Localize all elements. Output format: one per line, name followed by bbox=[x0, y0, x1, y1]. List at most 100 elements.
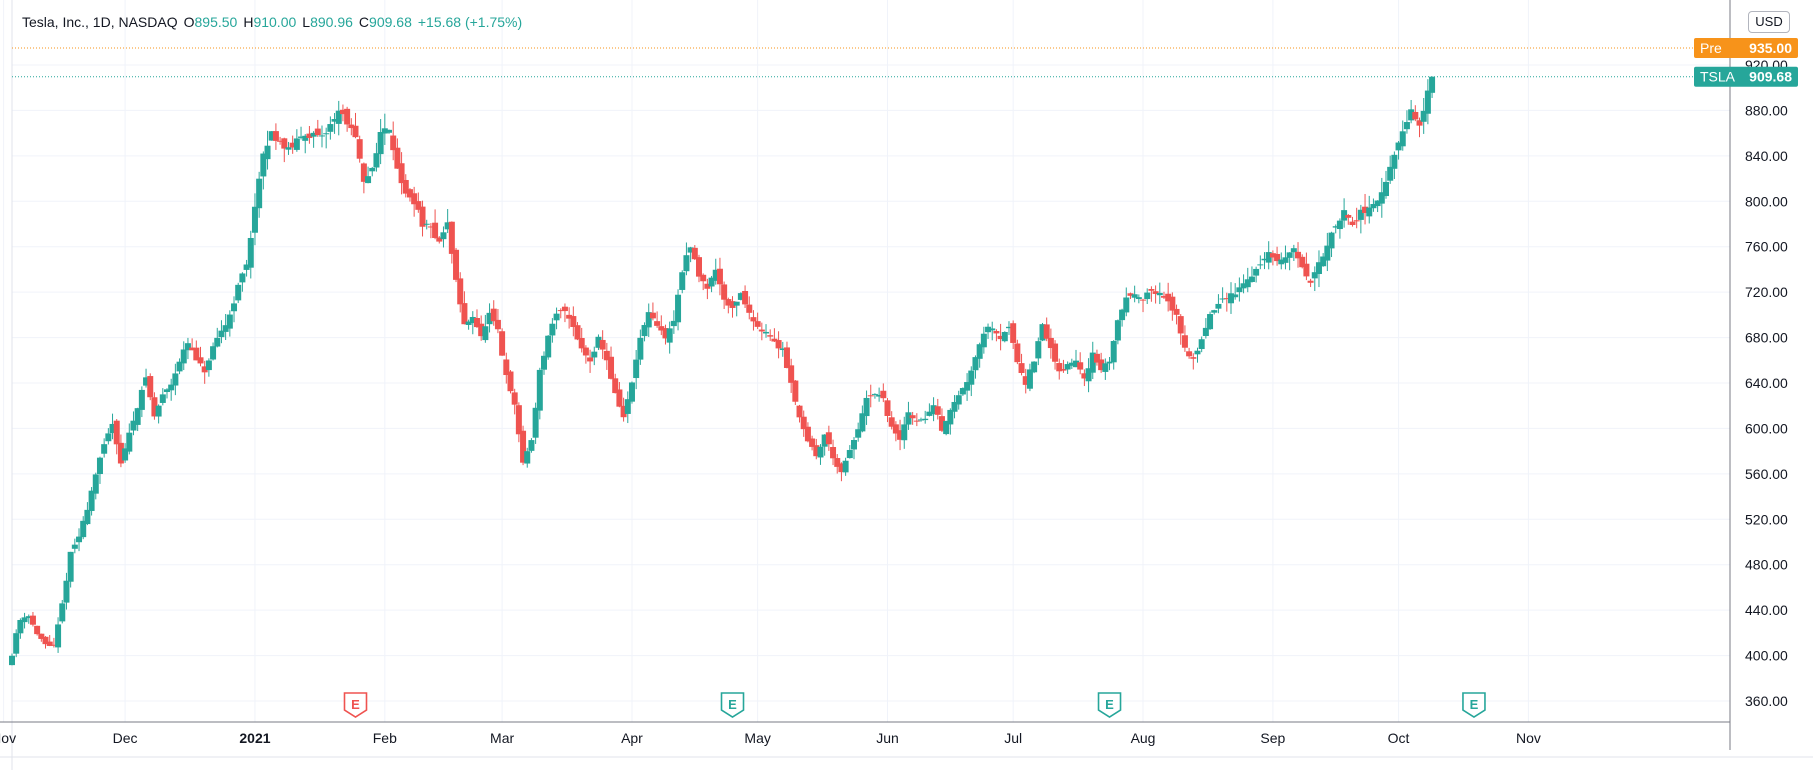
y-tick-label: 640.00 bbox=[1745, 375, 1788, 391]
candle bbox=[272, 123, 279, 150]
candle-body bbox=[779, 348, 786, 351]
candle bbox=[817, 444, 824, 465]
candle bbox=[432, 209, 439, 240]
candle-body bbox=[1253, 268, 1260, 276]
candle-body bbox=[909, 415, 916, 419]
candle-body bbox=[122, 448, 129, 461]
candle-body bbox=[1043, 324, 1050, 339]
currency-button[interactable]: USD bbox=[1748, 11, 1790, 33]
candle-body bbox=[934, 406, 941, 415]
candle bbox=[1303, 252, 1310, 281]
candle bbox=[210, 342, 217, 361]
candle bbox=[758, 322, 765, 341]
candle bbox=[528, 438, 535, 453]
candle-body bbox=[1391, 154, 1398, 169]
candle-body bbox=[666, 328, 673, 343]
close-value: 909.68 bbox=[369, 14, 412, 30]
candle-body bbox=[1286, 252, 1293, 258]
candle bbox=[901, 416, 908, 449]
candle-body bbox=[754, 321, 761, 327]
candle bbox=[222, 313, 229, 341]
y-tick-label: 720.00 bbox=[1745, 284, 1788, 300]
candle-body bbox=[1207, 314, 1214, 330]
candle-body bbox=[809, 438, 816, 447]
candle bbox=[214, 327, 221, 348]
candle bbox=[444, 209, 451, 234]
candle bbox=[50, 637, 57, 648]
time-axis[interactable]: Nov Dec 2021 Feb Mar Apr May Jun Jul Aug Sep Oct Nov bbox=[0, 721, 1730, 746]
candle-body bbox=[323, 133, 330, 135]
earnings-label: E bbox=[1470, 697, 1479, 712]
x-tick-label: Jul bbox=[1004, 730, 1022, 746]
candle bbox=[21, 612, 28, 629]
candle-body bbox=[503, 359, 510, 376]
x-tick-label: Dec bbox=[113, 730, 138, 746]
candle bbox=[599, 330, 606, 360]
candle bbox=[453, 247, 460, 283]
candle-body bbox=[637, 337, 644, 360]
candle bbox=[616, 382, 623, 408]
candle bbox=[1211, 309, 1218, 315]
candle-body bbox=[63, 580, 70, 603]
candle-body bbox=[327, 124, 334, 132]
candle bbox=[1269, 250, 1276, 266]
candle bbox=[1135, 294, 1142, 304]
x-tick-label: May bbox=[744, 730, 770, 746]
candle-body bbox=[1387, 166, 1394, 181]
candle-body bbox=[1345, 214, 1352, 218]
candle-body bbox=[293, 138, 300, 150]
candle-body bbox=[884, 400, 891, 416]
candle-body bbox=[222, 325, 229, 332]
candle bbox=[1336, 218, 1343, 239]
candle bbox=[863, 390, 870, 425]
candle-body bbox=[473, 318, 480, 328]
candle bbox=[566, 307, 573, 329]
candle bbox=[880, 383, 887, 403]
candles bbox=[9, 76, 1436, 666]
candle-body bbox=[377, 132, 384, 155]
candle bbox=[327, 116, 334, 140]
candle-body bbox=[964, 382, 971, 391]
candle-body bbox=[1173, 308, 1180, 315]
price-axis[interactable]: 360.00 400.00 440.00 480.00 520.00 560.00 600.… bbox=[1729, 0, 1788, 750]
candle bbox=[608, 346, 615, 380]
candle-body bbox=[918, 419, 925, 421]
candle-body bbox=[574, 325, 581, 340]
candle-body bbox=[1353, 220, 1360, 222]
candle-body bbox=[742, 290, 749, 305]
candle bbox=[390, 121, 397, 161]
candle bbox=[524, 447, 531, 468]
candle-body bbox=[746, 304, 753, 313]
candle bbox=[1219, 287, 1226, 303]
candle-body bbox=[92, 474, 99, 494]
candle-body bbox=[201, 366, 208, 373]
candle bbox=[612, 373, 619, 394]
candle bbox=[1362, 193, 1369, 225]
x-tick-label: Aug bbox=[1131, 730, 1156, 746]
candle-body bbox=[591, 351, 598, 358]
candle bbox=[1031, 361, 1038, 374]
candle bbox=[968, 366, 975, 397]
candle bbox=[243, 259, 250, 277]
candle-body bbox=[1227, 293, 1234, 304]
candle-body bbox=[1362, 206, 1369, 214]
candle bbox=[1089, 341, 1096, 379]
candle bbox=[348, 118, 355, 136]
candle bbox=[938, 408, 945, 433]
y-tick-label: 520.00 bbox=[1745, 511, 1788, 527]
candle bbox=[830, 439, 837, 466]
candle bbox=[1165, 282, 1172, 312]
candle-body bbox=[419, 206, 426, 227]
x-tick-label: Apr bbox=[621, 730, 643, 746]
candle-body bbox=[369, 167, 376, 172]
candle bbox=[507, 370, 514, 394]
candle bbox=[557, 308, 564, 319]
candle-body bbox=[670, 320, 677, 327]
candle bbox=[298, 126, 305, 140]
x-tick-label: Sep bbox=[1260, 730, 1285, 746]
candle bbox=[1382, 170, 1389, 199]
candle-body bbox=[997, 335, 1004, 340]
candle bbox=[402, 174, 409, 198]
candle-body bbox=[1114, 320, 1121, 341]
